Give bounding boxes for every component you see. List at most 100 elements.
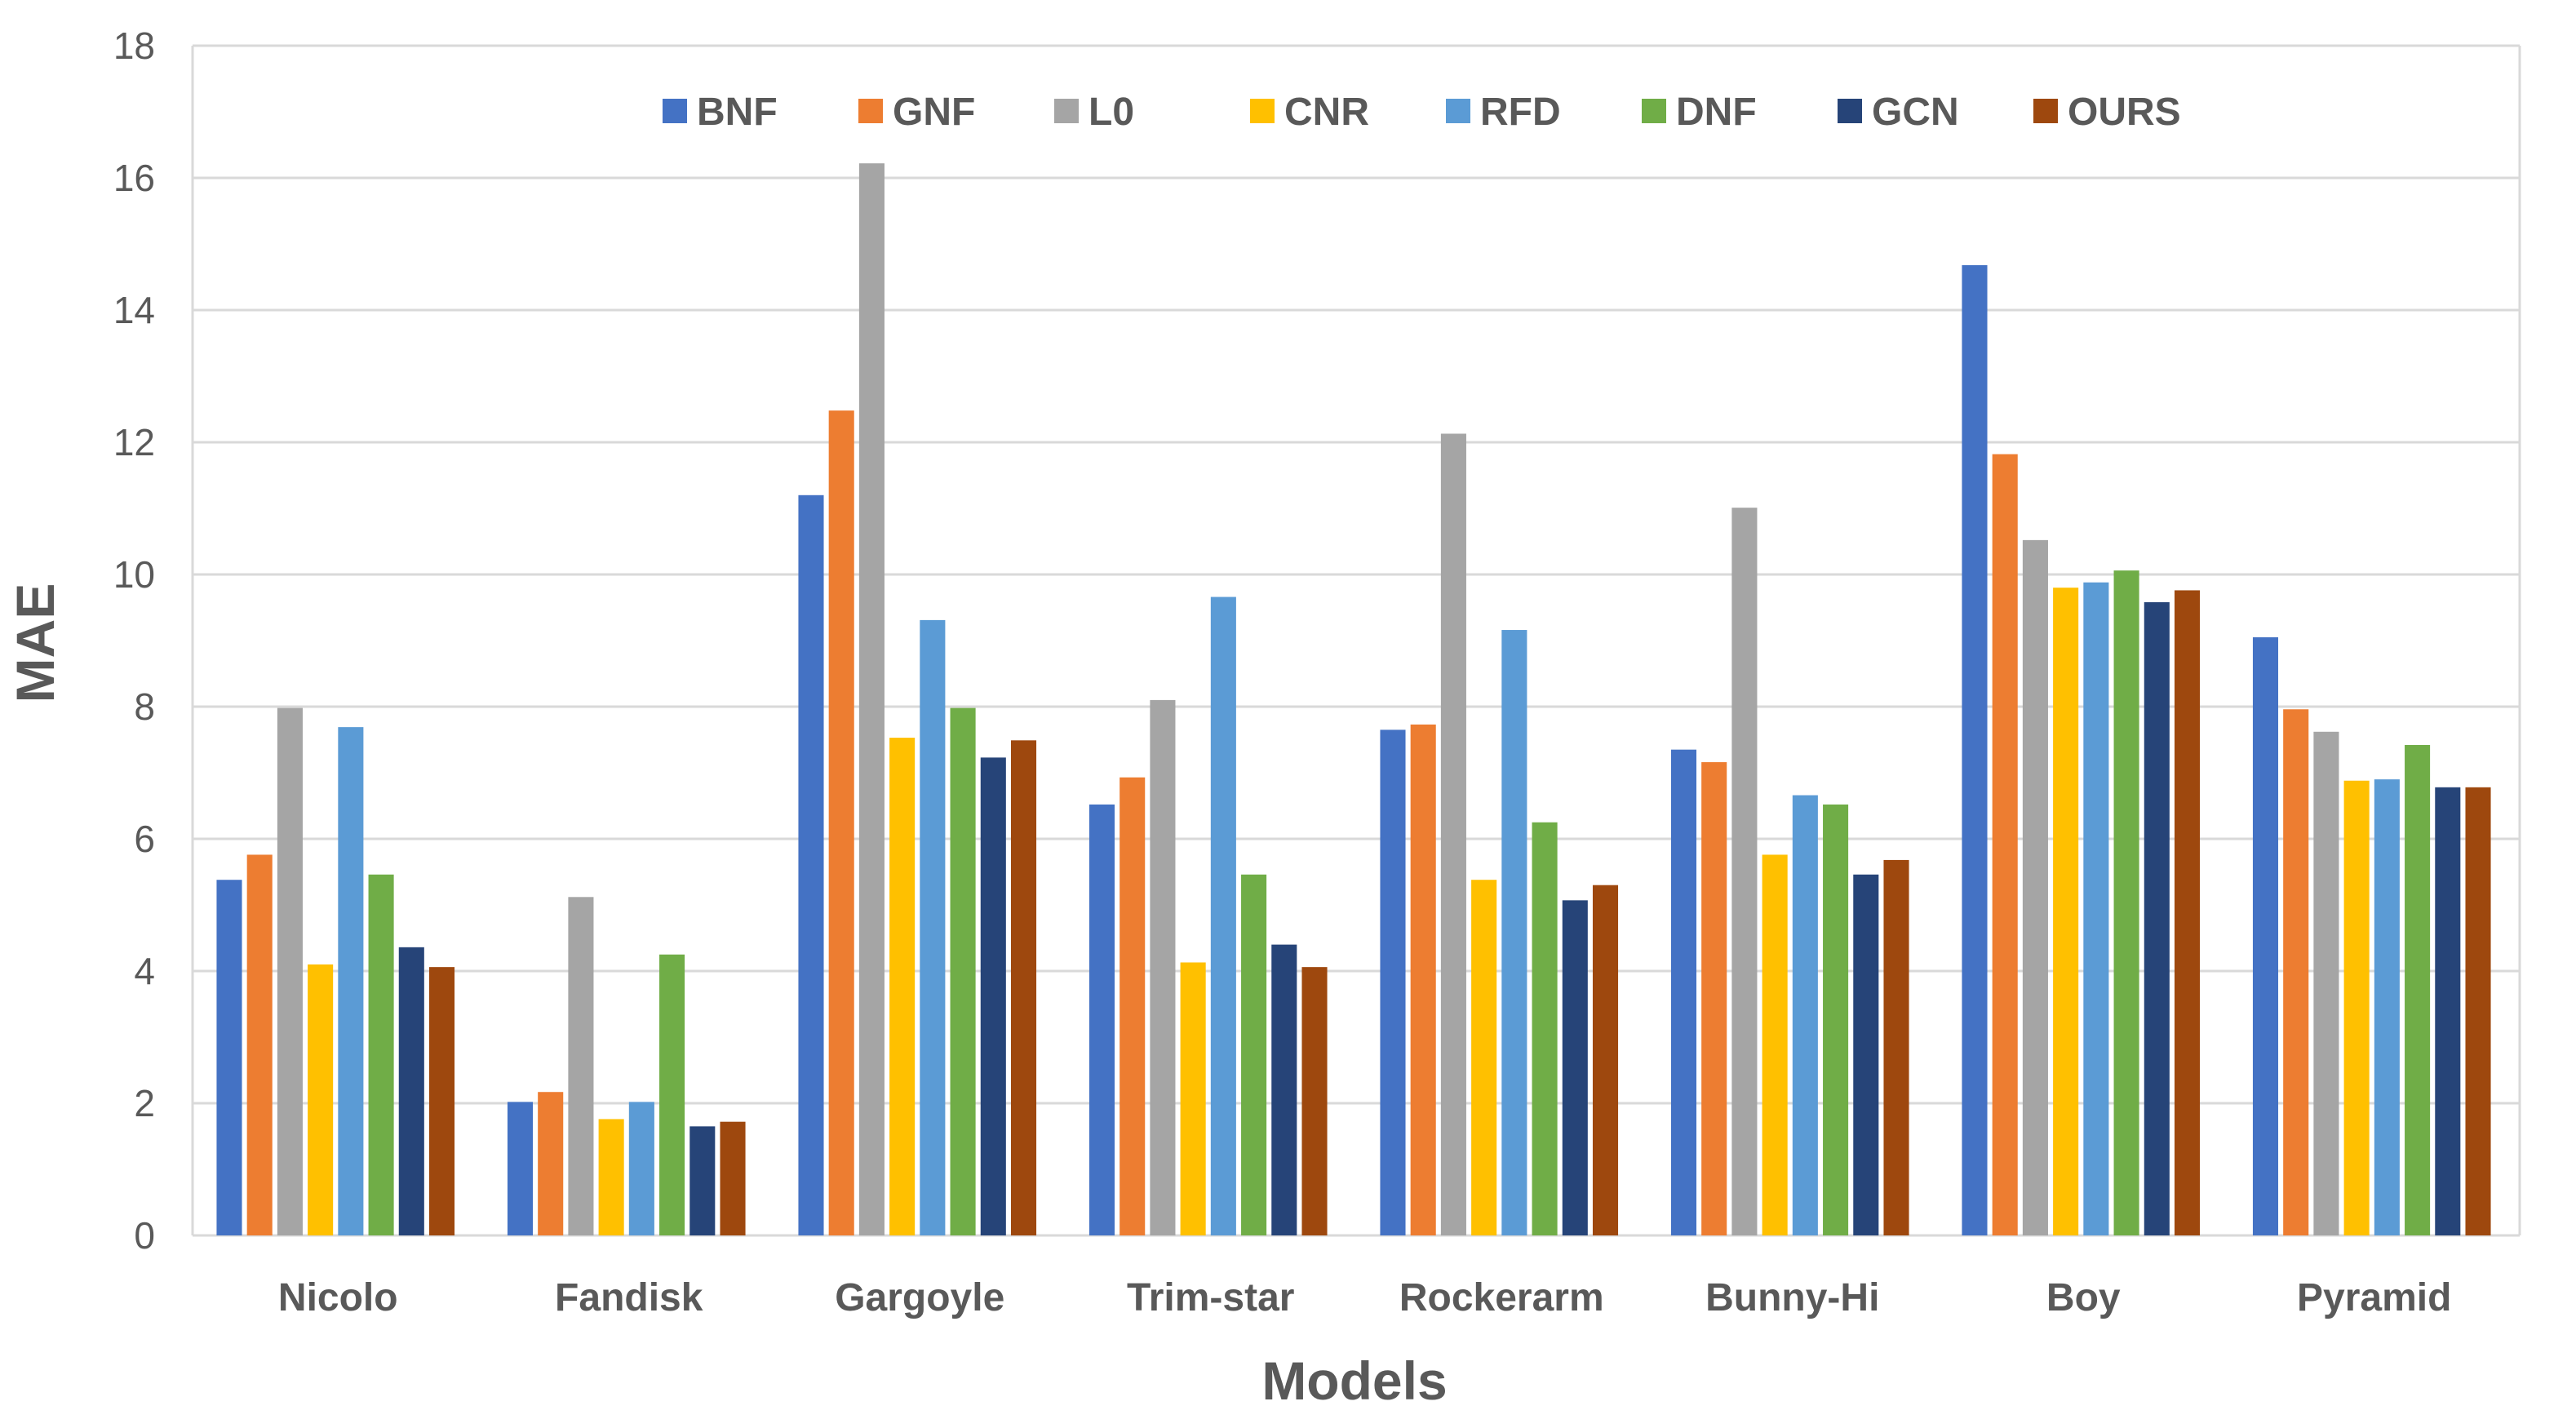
bar-dnf-nicolo bbox=[368, 874, 394, 1235]
x-tick-label: Pyramid bbox=[2297, 1276, 2451, 1319]
bar-rfd-gargoyle bbox=[920, 619, 946, 1235]
bar-gnf-fandisk bbox=[538, 1092, 564, 1235]
bar-gnf-trim-star bbox=[1120, 777, 1146, 1235]
legend-swatch-cnr bbox=[1250, 99, 1275, 123]
bar-rfd-trim-star bbox=[1210, 596, 1236, 1235]
legend-swatch-gnf bbox=[858, 99, 883, 123]
legend-label-l0: L0 bbox=[1088, 91, 1134, 134]
bar-ours-pyramid bbox=[2465, 787, 2491, 1235]
x-tick-label: Rockerarm bbox=[1399, 1276, 1604, 1319]
bar-gnf-nicolo bbox=[246, 854, 273, 1235]
bar-bnf-trim-star bbox=[1088, 804, 1115, 1235]
y-tick-label: 10 bbox=[113, 553, 155, 596]
x-axis-ticks: Nicolo Fandisk Gargoyle Trim-star Rockerarm B… bbox=[278, 1276, 2452, 1319]
bar-l0-boy bbox=[2022, 539, 2048, 1235]
bar-cnr-nicolo bbox=[308, 964, 334, 1235]
bar-rfd-nicolo bbox=[338, 727, 364, 1235]
bar-cnr-trim-star bbox=[1180, 962, 1206, 1235]
bar-ours-nicolo bbox=[428, 967, 455, 1235]
bar-dnf-trim-star bbox=[1241, 874, 1267, 1235]
bar-bnf-boy bbox=[1962, 264, 1988, 1235]
y-tick-label: 6 bbox=[134, 818, 155, 860]
x-tick-label: Fandisk bbox=[555, 1276, 703, 1319]
legend-swatch-gcn bbox=[1838, 99, 1862, 123]
legend-label-rfd: RFD bbox=[1480, 91, 1561, 134]
bar-cnr-bunny-hi bbox=[1762, 854, 1788, 1235]
legend-swatch-l0 bbox=[1054, 99, 1079, 123]
y-axis-title: MAE bbox=[5, 583, 65, 703]
bar-bnf-pyramid bbox=[2252, 636, 2279, 1235]
bar-rfd-bunny-hi bbox=[1792, 795, 1818, 1235]
bar-ours-boy bbox=[2174, 590, 2201, 1235]
x-tick-label: Nicolo bbox=[278, 1276, 398, 1319]
bar-rfd-fandisk bbox=[628, 1102, 654, 1235]
legend-label-bnf: BNF bbox=[697, 91, 778, 134]
bar-rfd-boy bbox=[2083, 582, 2109, 1235]
bar-gcn-nicolo bbox=[398, 947, 424, 1235]
legend-swatch-rfd bbox=[1446, 99, 1470, 123]
bar-gnf-boy bbox=[1992, 454, 2018, 1235]
bar-l0-fandisk bbox=[568, 897, 594, 1235]
bar-l0-bunny-hi bbox=[1731, 508, 1758, 1235]
bar-ours-rockerarm bbox=[1592, 885, 1619, 1235]
legend: BNF GNF L0 CNR RFD DNF GCN OURS bbox=[663, 91, 2181, 134]
bar-dnf-fandisk bbox=[659, 954, 685, 1235]
y-tick-label: 12 bbox=[113, 421, 155, 463]
bar-dnf-rockerarm bbox=[1532, 822, 1558, 1235]
y-tick-label: 0 bbox=[134, 1214, 155, 1257]
legend-label-cnr: CNR bbox=[1284, 91, 1369, 134]
bar-rfd-pyramid bbox=[2374, 779, 2400, 1235]
bar-bnf-fandisk bbox=[507, 1102, 534, 1235]
bar-dnf-pyramid bbox=[2405, 744, 2431, 1235]
legend-swatch-bnf bbox=[663, 99, 687, 123]
bar-dnf-bunny-hi bbox=[1823, 804, 1849, 1235]
bar-ours-fandisk bbox=[720, 1121, 746, 1235]
y-tick-label: 14 bbox=[113, 289, 155, 331]
x-axis-title: Models bbox=[1261, 1350, 1447, 1411]
bar-bnf-gargoyle bbox=[798, 494, 824, 1235]
x-tick-label: Boy bbox=[2046, 1276, 2121, 1319]
bar-dnf-gargoyle bbox=[950, 707, 976, 1235]
bar-l0-nicolo bbox=[277, 707, 303, 1235]
legend-swatch-dnf bbox=[1642, 99, 1666, 123]
bar-dnf-boy bbox=[2113, 570, 2139, 1235]
bar-bnf-bunny-hi bbox=[1670, 749, 1697, 1235]
bar-l0-trim-star bbox=[1150, 699, 1176, 1235]
bar-l0-gargoyle bbox=[858, 163, 885, 1236]
bar-gcn-boy bbox=[2144, 602, 2170, 1235]
bar-ours-bunny-hi bbox=[1883, 859, 1909, 1235]
bar-l0-pyramid bbox=[2313, 731, 2339, 1235]
x-tick-label: Trim-star bbox=[1127, 1276, 1294, 1319]
bar-cnr-fandisk bbox=[598, 1119, 624, 1235]
bars bbox=[216, 163, 2491, 1236]
bar-gnf-pyramid bbox=[2283, 709, 2309, 1235]
x-tick-label: Bunny-Hi bbox=[1705, 1276, 1879, 1319]
y-tick-label: 4 bbox=[134, 950, 155, 992]
bar-gnf-gargoyle bbox=[828, 410, 854, 1235]
bar-gcn-fandisk bbox=[689, 1126, 716, 1235]
bar-gnf-bunny-hi bbox=[1701, 762, 1727, 1235]
y-tick-label: 18 bbox=[113, 24, 155, 67]
y-tick-label: 8 bbox=[134, 685, 155, 728]
legend-label-ours: OURS bbox=[2068, 91, 2181, 134]
bar-bnf-nicolo bbox=[216, 880, 242, 1235]
legend-label-gcn: GCN bbox=[1872, 91, 1959, 134]
bar-ours-gargoyle bbox=[1010, 740, 1037, 1235]
bar-gcn-trim-star bbox=[1271, 944, 1297, 1235]
bar-cnr-boy bbox=[2053, 588, 2079, 1235]
bar-gnf-rockerarm bbox=[1410, 724, 1436, 1235]
y-tick-label: 2 bbox=[134, 1082, 155, 1124]
bar-l0-rockerarm bbox=[1440, 433, 1466, 1235]
bar-cnr-gargoyle bbox=[889, 738, 916, 1235]
bar-bnf-rockerarm bbox=[1380, 730, 1406, 1235]
x-tick-label: Gargoyle bbox=[835, 1276, 1004, 1319]
y-tick-label: 16 bbox=[113, 157, 155, 199]
bar-gcn-rockerarm bbox=[1562, 900, 1588, 1235]
legend-swatch-ours bbox=[2033, 99, 2058, 123]
bar-rfd-rockerarm bbox=[1501, 630, 1527, 1235]
legend-label-gnf: GNF bbox=[893, 91, 975, 134]
y-axis-ticks: 0 2 4 6 8 10 12 14 16 18 bbox=[113, 24, 155, 1257]
bar-ours-trim-star bbox=[1301, 967, 1328, 1235]
